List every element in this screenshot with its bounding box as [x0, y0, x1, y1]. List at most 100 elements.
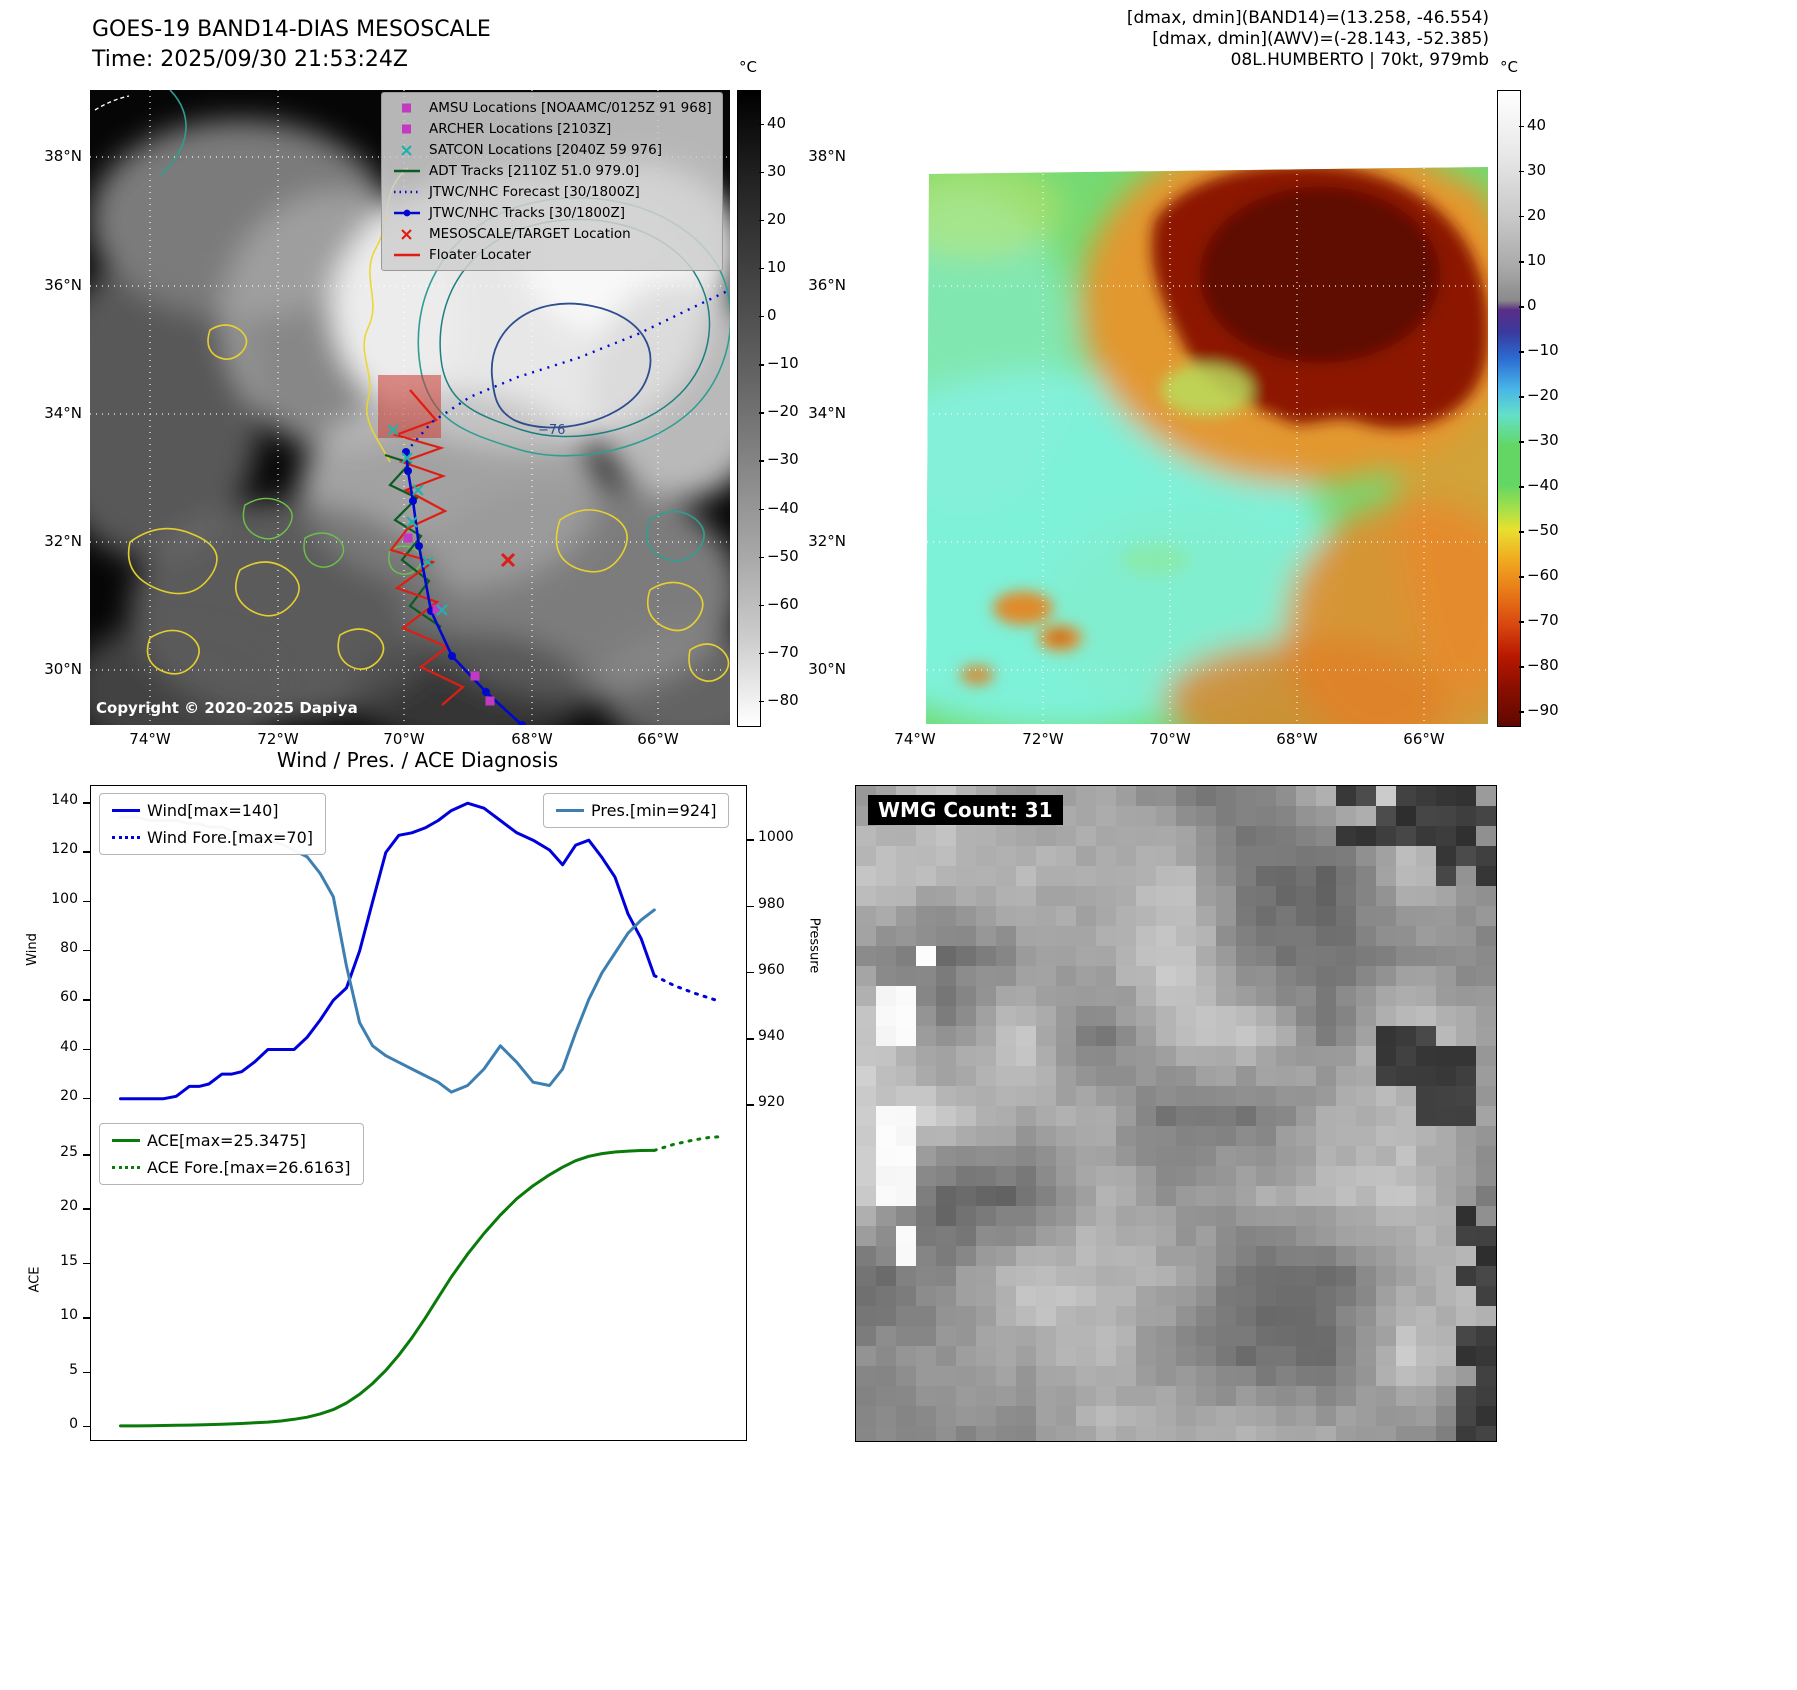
wmg-cell	[1256, 1106, 1276, 1126]
wmg-cell	[916, 826, 936, 846]
wmg-cell	[1196, 1046, 1216, 1066]
wmg-cell	[1436, 966, 1456, 986]
wmg-cell	[1416, 1166, 1436, 1186]
wmg-cell	[1456, 846, 1476, 866]
wmg-cell	[1016, 1426, 1036, 1441]
band14-colorbar-tick-label: −60	[767, 594, 799, 613]
wmg-cell	[1296, 1166, 1316, 1186]
awv-colorbar-tick-label: −10	[1527, 341, 1559, 360]
wmg-cell	[1276, 1186, 1296, 1206]
pressure-line-sample	[556, 809, 584, 812]
wmg-cell	[1036, 966, 1056, 986]
wmg-cell	[1296, 1406, 1316, 1426]
map-legend-item: AMSU Locations [NOAAMC/0125Z 91 968]	[392, 100, 712, 116]
wmg-cell	[1236, 826, 1256, 846]
wmg-cell	[1216, 1286, 1236, 1306]
map-legend-item: MESOSCALE/TARGET Location	[392, 226, 712, 242]
band14-colorbar-tick-label: −20	[767, 402, 799, 421]
band14-colorbar-tick-label: 20	[767, 209, 787, 228]
wmg-cell	[1296, 1246, 1316, 1266]
awv-colorbar-tick-label: −60	[1527, 566, 1559, 585]
wmg-cell	[956, 1166, 976, 1186]
wmg-cell	[1296, 1346, 1316, 1366]
wmg-cell	[1336, 806, 1356, 826]
wmg-cell	[1336, 1186, 1356, 1206]
awv-colorbar-tick-label: 10	[1527, 251, 1547, 270]
wmg-cell	[1416, 1126, 1436, 1146]
wmg-cell	[956, 1186, 976, 1206]
wmg-cell	[1076, 1066, 1096, 1086]
wmg-cell	[1216, 1346, 1236, 1366]
wmg-cell	[1076, 926, 1096, 946]
wmg-cell	[1056, 886, 1076, 906]
wind-ytick	[83, 851, 90, 853]
wmg-cell	[1096, 966, 1116, 986]
wmg-cell	[1356, 986, 1376, 1006]
wmg-cell	[1336, 1006, 1356, 1026]
wmg-cell	[1376, 1326, 1396, 1346]
wmg-cell	[1256, 1386, 1276, 1406]
wmg-cell	[1236, 1026, 1256, 1046]
wmg-cell	[896, 1406, 916, 1426]
wmg-cell	[916, 1266, 936, 1286]
wmg-cell	[1176, 1166, 1196, 1186]
wmg-cell	[916, 886, 936, 906]
wmg-cell	[1476, 1406, 1496, 1426]
wmg-cell	[1416, 1346, 1436, 1366]
awv-cold-core	[960, 167, 1488, 685]
map-legend-item: ADT Tracks [2110Z 51.0 979.0]	[392, 163, 712, 179]
wmg-cell	[1156, 946, 1176, 966]
awv-colorbar-tick	[1519, 621, 1524, 623]
pressure-legend-label: Pres.[min=924]	[591, 801, 717, 820]
wmg-cell	[1396, 1306, 1416, 1326]
wmg-cell	[1416, 1146, 1436, 1166]
wmg-cell	[1236, 1326, 1256, 1346]
wmg-cell	[1256, 846, 1276, 866]
wmg-cell	[1276, 906, 1296, 926]
wmg-cell	[1116, 1166, 1136, 1186]
pressure-ytick	[747, 1038, 754, 1040]
series-line-wind-max-	[119, 801, 656, 1101]
wmg-cell	[976, 1226, 996, 1246]
wmg-cell	[1156, 886, 1176, 906]
wmg-cell	[1296, 986, 1316, 1006]
wmg-cell	[1156, 1246, 1176, 1266]
wmg-cell	[1196, 1186, 1216, 1206]
wmg-cell	[1376, 1046, 1396, 1066]
wmg-cell	[1136, 1226, 1156, 1246]
wmg-cell	[1356, 1106, 1376, 1126]
wmg-cell	[1416, 1246, 1436, 1266]
awv-colorbar-tick-label: 20	[1527, 206, 1547, 225]
green-contours	[242, 497, 423, 575]
wmg-cell	[956, 1226, 976, 1246]
wmg-cell	[1236, 1266, 1256, 1286]
wmg-cell	[1156, 966, 1176, 986]
awv-colorbar-tick	[1519, 306, 1524, 308]
pressure-ytick-label: 940	[758, 1028, 785, 1045]
wmg-cell	[1436, 1306, 1456, 1326]
wmg-cell	[1376, 1366, 1396, 1386]
awv-lat-tick: 30°N	[808, 660, 846, 678]
wmg-cell	[1116, 966, 1136, 986]
wmg-cell	[1036, 1006, 1056, 1026]
wmg-cell	[1316, 966, 1336, 986]
wmg-cell	[936, 866, 956, 886]
wmg-cell	[916, 1026, 936, 1046]
band14-lon-tick: 68°W	[511, 730, 553, 748]
wmg-cell	[1416, 966, 1436, 986]
wmg-cell	[1016, 1166, 1036, 1186]
wmg-cell	[1096, 1106, 1116, 1126]
wmg-cell	[1276, 1126, 1296, 1146]
awv-header: [dmax, dmin](BAND14)=(13.258, -46.554) […	[1127, 8, 1489, 71]
wmg-cell	[996, 1026, 1016, 1046]
map-legend-label: ADT Tracks [2110Z 51.0 979.0]	[429, 163, 640, 179]
wmg-cell	[1096, 1026, 1116, 1046]
wmg-cell	[1136, 966, 1156, 986]
wmg-cell	[1336, 946, 1356, 966]
wmg-cell	[1176, 1426, 1196, 1441]
wmg-cell	[1196, 826, 1216, 846]
wmg-cell	[856, 1066, 876, 1086]
wmg-cell	[956, 1086, 976, 1106]
wmg-cell	[1416, 1046, 1436, 1066]
wmg-cell	[916, 1126, 936, 1146]
